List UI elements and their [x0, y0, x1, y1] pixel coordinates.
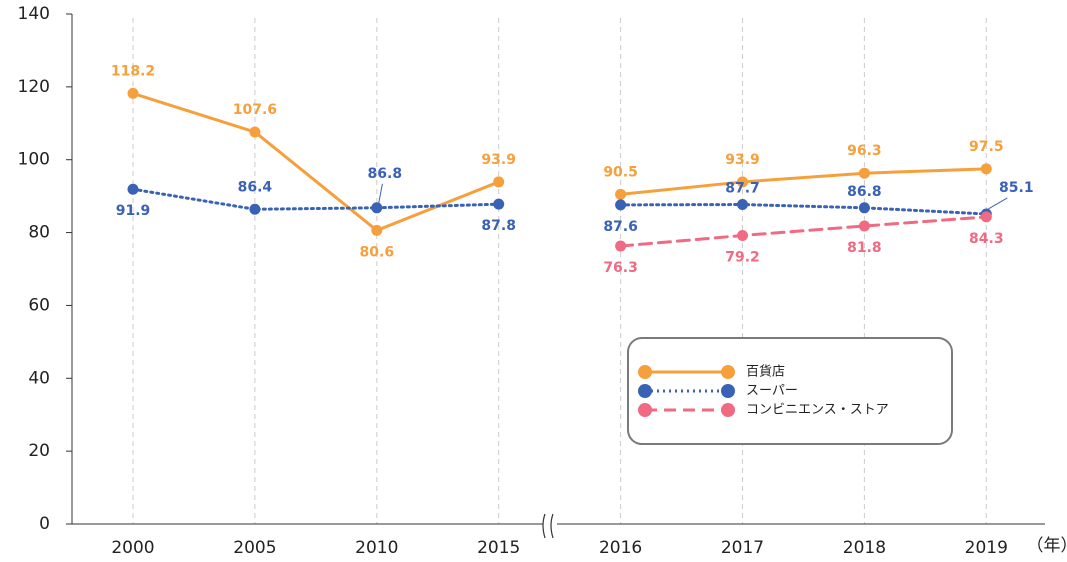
point	[615, 199, 627, 211]
plot: 0 20 40 60 80 100 120 140 2000 2005 2010 2015 2016 20…	[18, 4, 1045, 558]
y-tick-label: 140	[18, 4, 50, 24]
axis-break	[542, 512, 557, 539]
data-label: 96.3	[847, 143, 882, 159]
series-line	[619, 215, 988, 248]
point	[127, 87, 139, 99]
data-label: 81.8	[847, 240, 882, 256]
legend-marker	[721, 384, 735, 398]
series-line	[619, 203, 988, 216]
y-tick-label: 120	[18, 77, 50, 97]
series-line	[619, 167, 988, 196]
x-tick-label: 2000	[111, 538, 154, 558]
point	[249, 126, 261, 138]
point	[249, 203, 261, 215]
legend-marker	[638, 365, 652, 379]
data-label: 86.8	[847, 184, 882, 200]
y-tick-label: 40	[28, 368, 50, 388]
legend-marker	[638, 403, 652, 417]
series-line	[131, 91, 501, 233]
data-label: 87.6	[603, 219, 638, 235]
point	[737, 199, 748, 211]
point	[127, 183, 139, 195]
point	[980, 163, 992, 175]
x-tick-label: 2005	[233, 538, 276, 558]
x-tick-label: 2016	[599, 538, 642, 558]
y-tick-label: 0	[39, 514, 50, 534]
y-tick-label: 80	[28, 223, 50, 243]
y-tick-label: 20	[28, 441, 50, 461]
legend-marker	[638, 384, 652, 398]
x-tick-label: 2017	[721, 538, 764, 558]
y-tick-label: 100	[18, 150, 50, 170]
data-label: 86.4	[238, 179, 273, 195]
point	[493, 176, 505, 188]
x-tick-label: 2015	[477, 538, 520, 558]
data-label: 86.8	[368, 166, 403, 182]
legend-marker	[721, 403, 735, 417]
point	[737, 229, 748, 241]
data-label: 97.5	[969, 139, 1004, 155]
legend-label: スーパー	[746, 384, 798, 399]
legend-label: コンビニエンス・ストア	[746, 403, 889, 418]
point	[493, 198, 505, 210]
x-tick-label: 2018	[843, 538, 886, 558]
data-label: 93.9	[725, 152, 760, 168]
legend-marker	[721, 365, 735, 379]
point	[371, 224, 383, 236]
data-label: 76.3	[603, 260, 638, 276]
data-label: 85.1	[999, 180, 1034, 196]
series-line	[131, 187, 501, 211]
point	[615, 240, 627, 252]
data-label: 118.2	[111, 63, 155, 79]
data-label: 91.9	[116, 203, 151, 219]
data-label: 87.7	[725, 181, 760, 197]
legend-label: 百貨店	[746, 364, 785, 380]
data-label: 107.6	[233, 102, 277, 118]
point	[858, 220, 870, 232]
data-label: 79.2	[725, 249, 760, 265]
point	[858, 202, 870, 214]
x-tick-label: 2010	[355, 538, 398, 558]
legend-box	[627, 337, 953, 445]
leader	[988, 197, 1008, 210]
point	[737, 176, 748, 188]
data-label: 80.6	[360, 244, 395, 260]
data-label: 90.5	[603, 164, 638, 180]
point	[615, 188, 627, 200]
data-label: 93.9	[481, 152, 516, 168]
data-label: 84.3	[969, 231, 1004, 247]
leader	[378, 183, 383, 203]
data-label: 87.8	[481, 218, 516, 234]
y-tick-label: 60	[28, 295, 50, 315]
x-unit: （年）	[1027, 536, 1067, 556]
point	[980, 211, 992, 223]
point	[371, 202, 383, 214]
point	[858, 167, 870, 179]
x-tick-label: 2019	[965, 538, 1008, 558]
